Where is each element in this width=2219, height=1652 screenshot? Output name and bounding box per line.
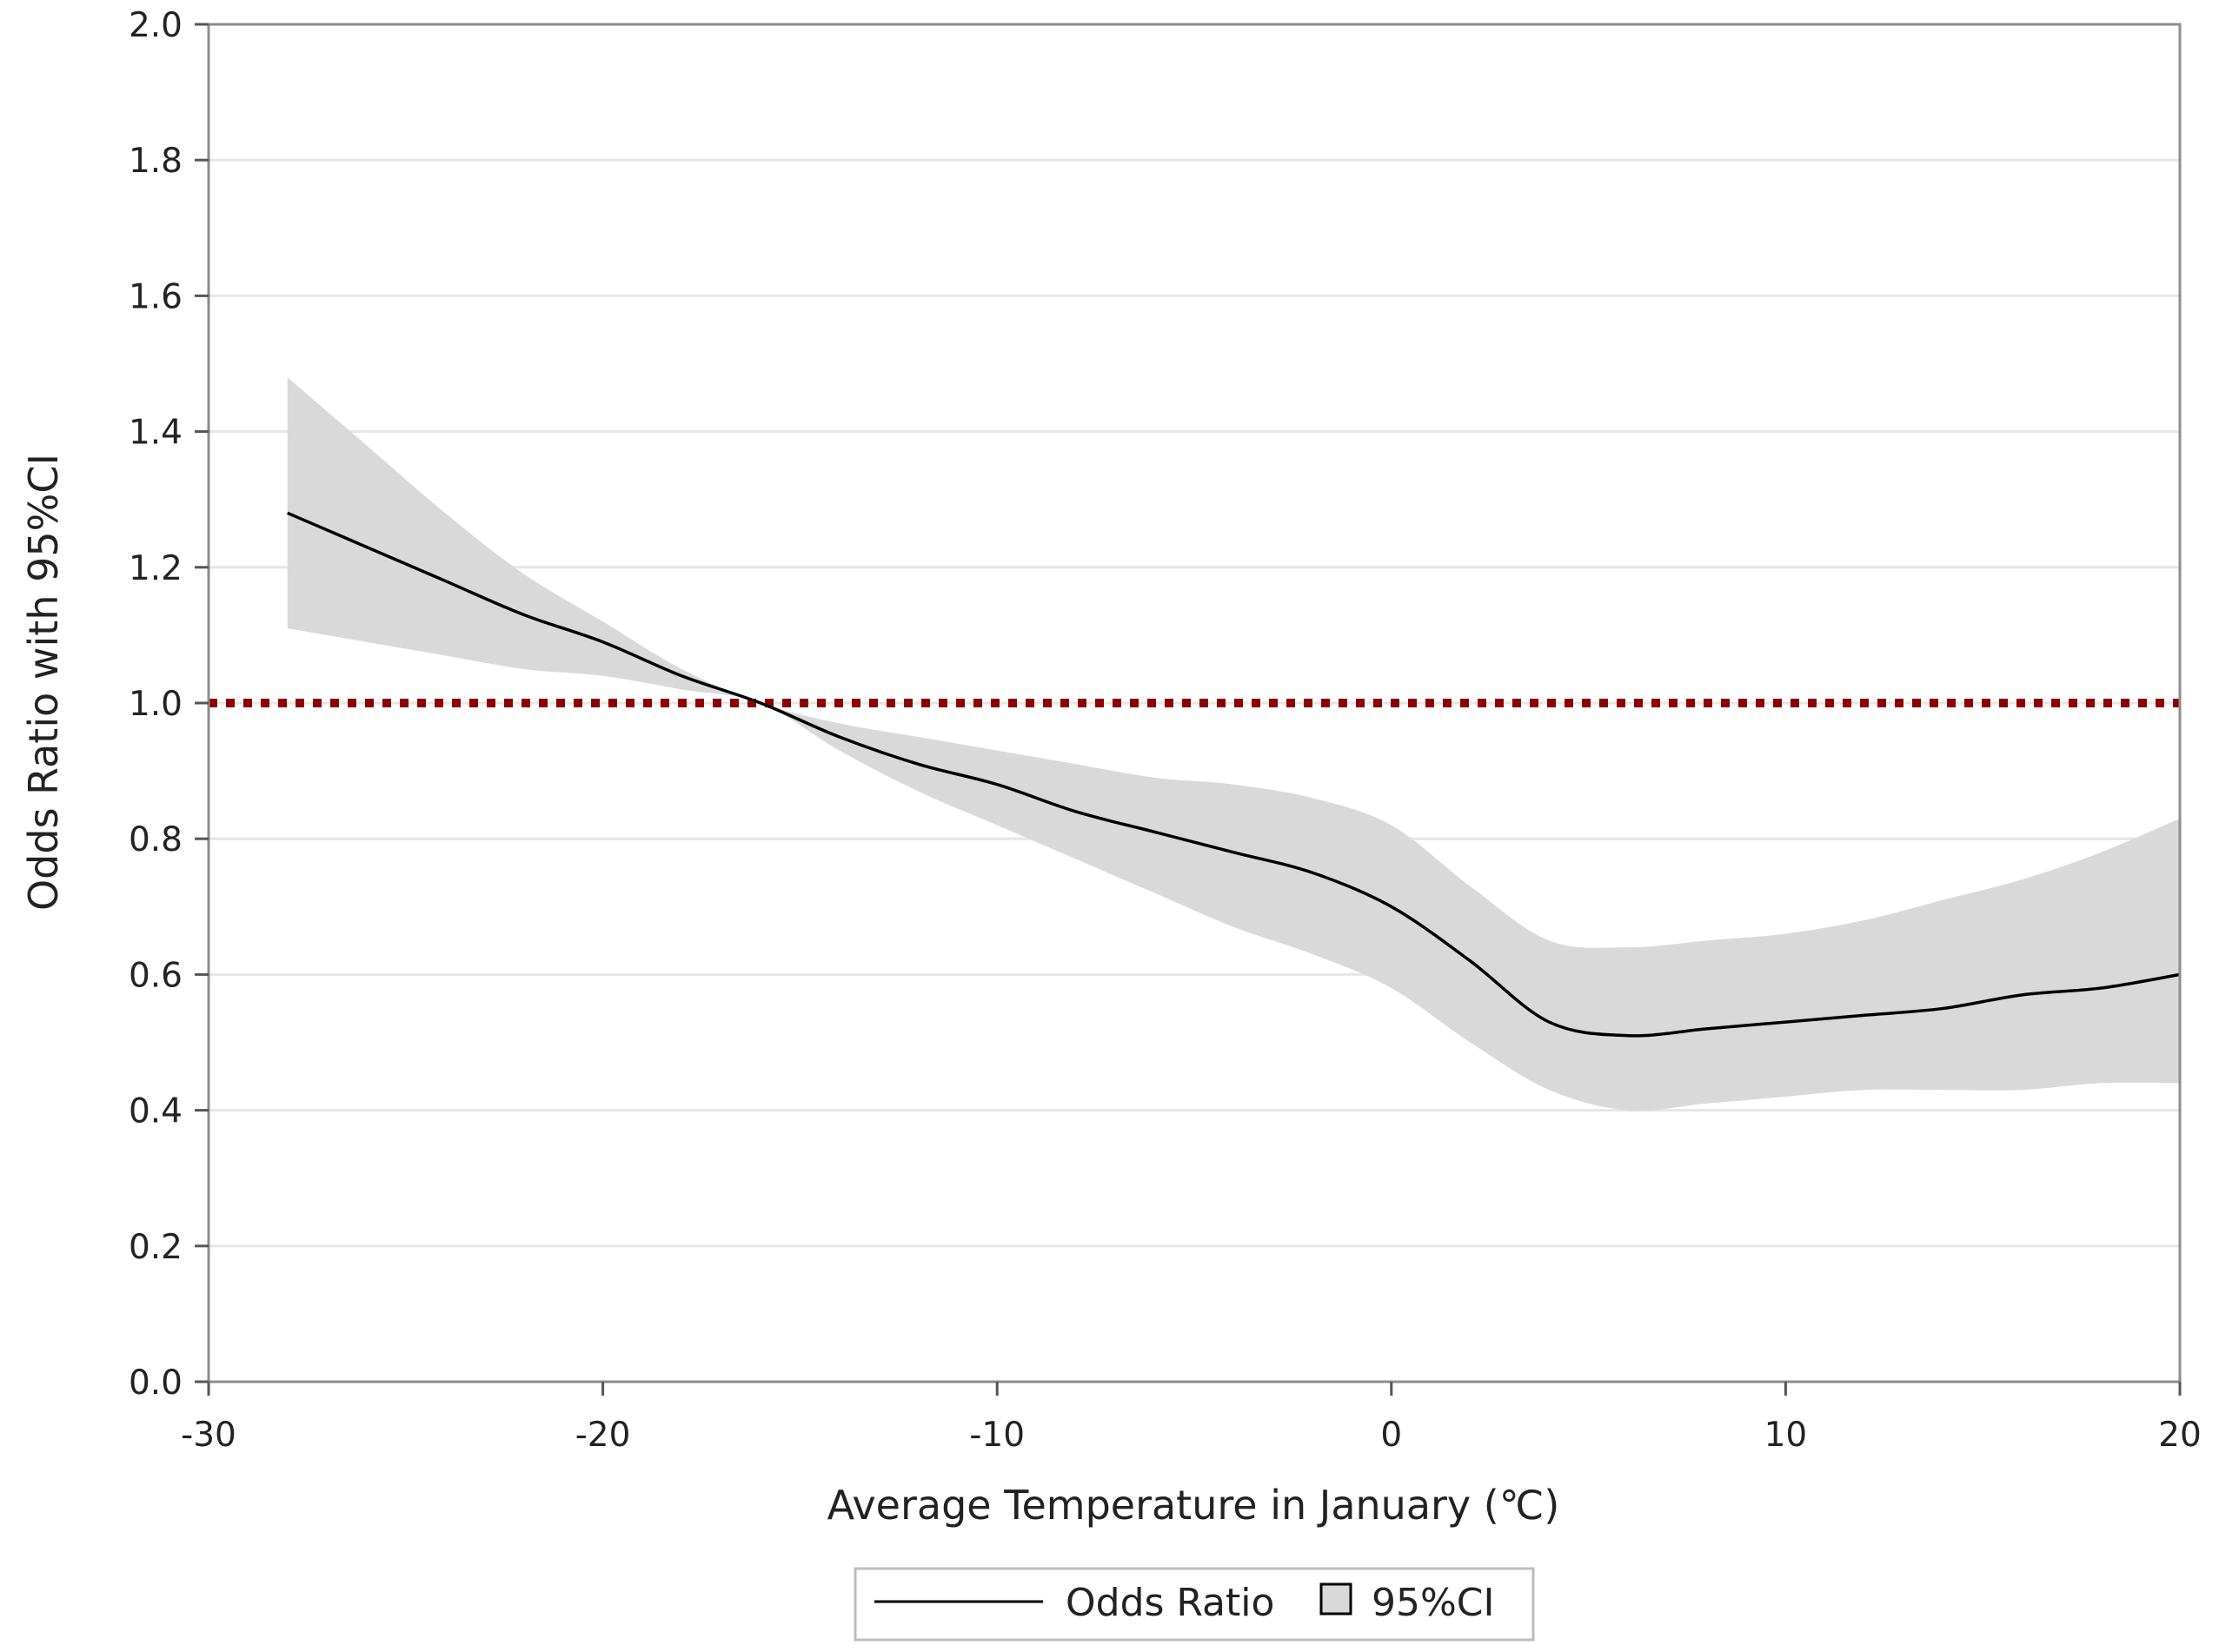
y-tick-label-2: 0.4: [129, 1092, 183, 1131]
legend-label-odds-ratio: Odds Ratio: [1066, 1581, 1274, 1625]
y-tick-label-8: 1.6: [129, 277, 183, 316]
legend: Odds Ratio 95%CI: [854, 1567, 1535, 1642]
y-tick-label-9: 1.8: [129, 142, 183, 181]
y-tick-label-1: 0.2: [129, 1228, 183, 1267]
x-axis-ticks: -30 -20 -10 0 10 20: [181, 1382, 2202, 1455]
x-tick-label-3: 0: [1380, 1416, 1402, 1455]
y-tick-label-3: 0.6: [129, 956, 183, 995]
ci-band-layer: [287, 377, 2181, 1111]
ci-band: [287, 377, 2181, 1111]
legend-box: [854, 1567, 1535, 1642]
x-tick-label-4: 10: [1764, 1416, 1808, 1455]
legend-band-swatch: [1319, 1582, 1352, 1616]
odds-ratio-line-layer: [287, 511, 2181, 1038]
x-tick-label-1: -20: [575, 1416, 631, 1455]
y-tick-label-6: 1.2: [129, 549, 183, 588]
y-axis-label: Odds Ratio with 95%CI: [20, 454, 67, 911]
y-tick-label-7: 1.4: [129, 414, 183, 453]
odds-ratio-line: [287, 511, 2181, 1038]
y-tick-label-0: 0.0: [129, 1363, 183, 1403]
x-tick-label-0: -30: [181, 1416, 236, 1455]
y-tick-label-4: 0.8: [129, 820, 183, 859]
x-tick-label-5: 20: [2158, 1416, 2202, 1455]
x-axis-label: Average Temperature in January (℃): [827, 1482, 1560, 1529]
y-axis-ticks: 0.0 0.2 0.4 0.6 0.8 1.0 1.2 1.4 1.6 1.8 2.0: [129, 6, 209, 1403]
x-tick-label-2: -10: [969, 1416, 1025, 1455]
y-tick-label-10: 2.0: [129, 6, 183, 45]
legend-label-95ci: 95%CI: [1372, 1581, 1495, 1625]
y-tick-label-5: 1.0: [129, 685, 183, 724]
